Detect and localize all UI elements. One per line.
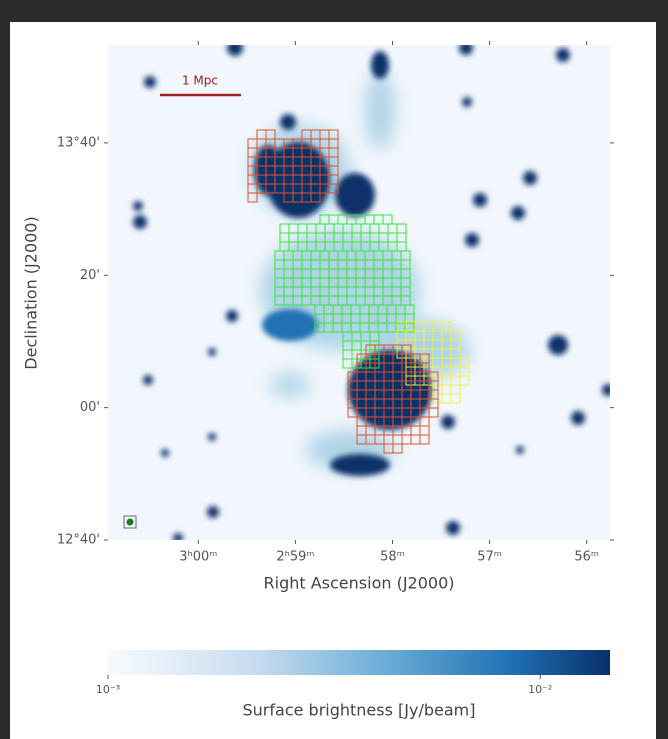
scale-bar-label: 1 Mpc [182, 74, 218, 88]
y-tick-label: 00' [80, 400, 100, 415]
x-tick-label: 56ᵐ [574, 550, 599, 565]
grid-cell [310, 192, 321, 203]
grid-cell [328, 183, 339, 194]
x-tick-label: 2ʰ59ᵐ [276, 550, 314, 565]
colorbar [108, 650, 610, 675]
x-axis-label: Right Ascension (J2000) [264, 574, 455, 593]
grid-cell [247, 192, 258, 203]
colorbar-tick-label: 10⁻³ [96, 683, 120, 696]
grid-cell [459, 375, 470, 386]
y-axis-label: Declination (J2000) [22, 216, 41, 369]
x-tick-label: 3ʰ00ᵐ [179, 550, 217, 565]
grid-cell [428, 407, 439, 418]
colorbar-label: Surface brightness [Jy/beam] [243, 701, 476, 720]
y-tick-label: 13°40' [57, 135, 100, 150]
grid-cell [392, 443, 403, 454]
grid-cell [450, 393, 461, 404]
grid-cell [419, 434, 430, 445]
grid-cell [404, 322, 415, 333]
y-tick-label: 20' [80, 268, 100, 283]
beam [126, 518, 134, 526]
colorbar-tick-label: 10⁻² [528, 683, 552, 696]
x-tick-label: 57ᵐ [477, 550, 502, 565]
image [108, 45, 610, 540]
beam-box [123, 515, 137, 529]
x-tick-label: 58ᵐ [380, 550, 405, 565]
y-tick-label: 12°40' [57, 533, 100, 548]
